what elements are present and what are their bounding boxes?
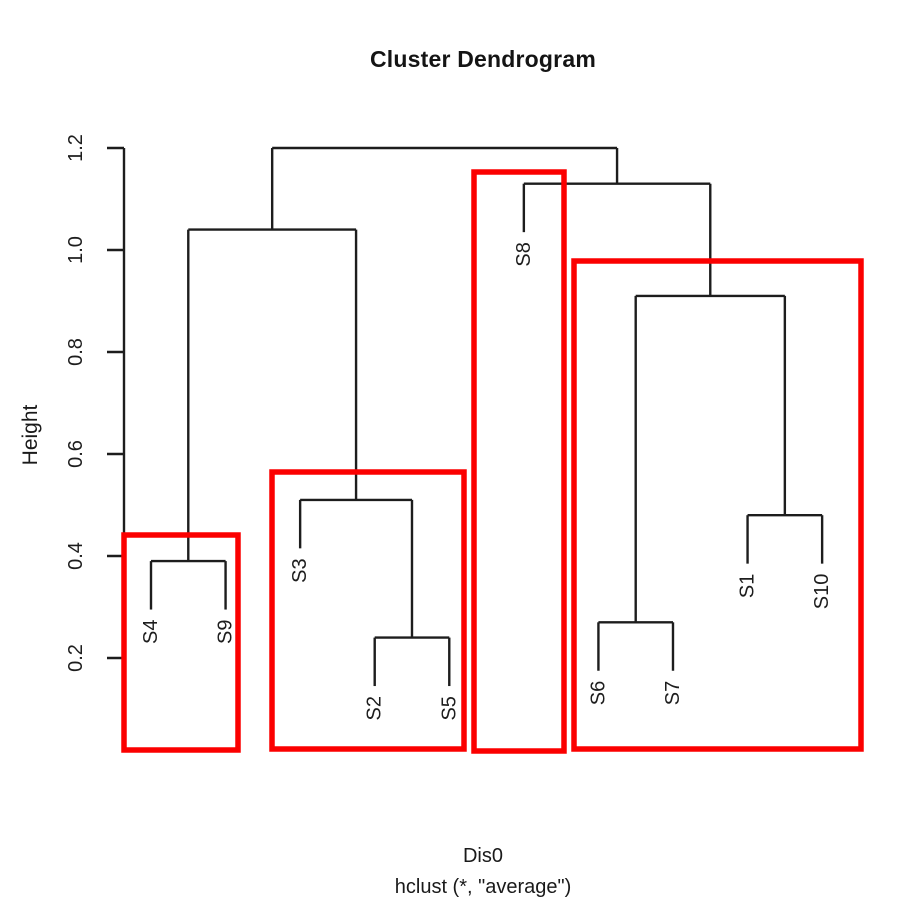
leaf-label: S10 bbox=[811, 574, 833, 610]
cluster-box bbox=[471, 169, 567, 754]
leaf-label: S7 bbox=[662, 681, 684, 705]
y-tick-label: 0.6 bbox=[65, 440, 87, 468]
y-tick-label: 0.4 bbox=[65, 542, 87, 570]
y-tick-label: 1.0 bbox=[65, 236, 87, 264]
leaf-label: S4 bbox=[140, 620, 162, 644]
y-tick-label: 1.2 bbox=[65, 134, 87, 162]
leaf-label: S9 bbox=[215, 620, 237, 644]
cluster-box bbox=[121, 532, 241, 753]
y-tick-label: 0.2 bbox=[65, 644, 87, 672]
leaf-label: S2 bbox=[364, 696, 386, 720]
x-axis-title: Dis0 bbox=[462, 845, 503, 867]
chart-title: Cluster Dendrogram bbox=[370, 46, 596, 72]
leaf-label: S1 bbox=[737, 574, 759, 598]
hclust-method-caption: hclust (*, "average") bbox=[394, 876, 572, 898]
y-tick-label: 0.8 bbox=[65, 338, 87, 366]
cluster-box bbox=[571, 258, 864, 752]
leaf-label: S5 bbox=[438, 696, 460, 720]
leaf-label: S3 bbox=[289, 558, 311, 582]
cluster-box bbox=[269, 469, 467, 752]
leaf-label: S6 bbox=[587, 681, 609, 705]
leaf-label: S8 bbox=[513, 242, 535, 266]
